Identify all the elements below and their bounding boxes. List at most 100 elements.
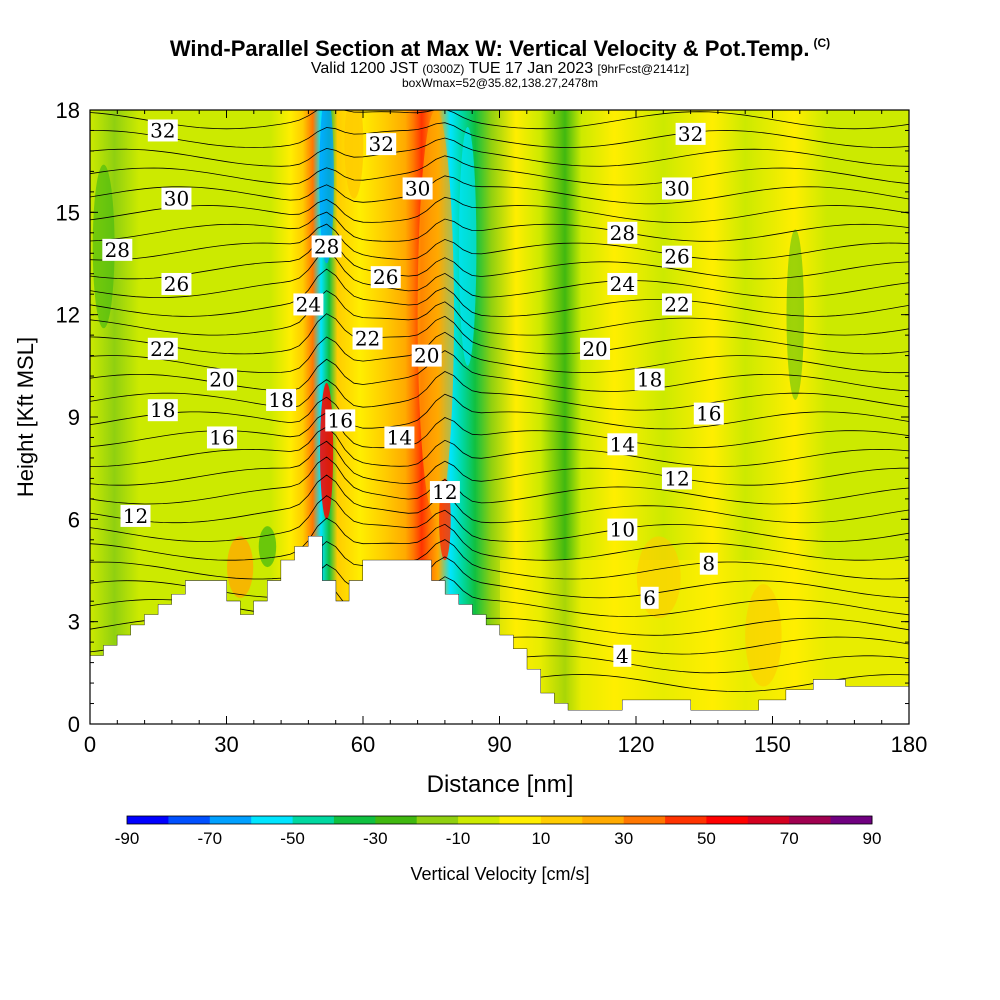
colorbar-swatch bbox=[499, 816, 542, 824]
theta-label-bg bbox=[206, 426, 237, 449]
velocity-patch bbox=[319, 110, 334, 264]
theta-label-text: 14 bbox=[610, 432, 635, 456]
theta-label-bg bbox=[640, 586, 659, 609]
theta-contour bbox=[90, 440, 909, 486]
theta-label: 30 bbox=[661, 176, 692, 200]
theta-label-text: 22 bbox=[150, 337, 175, 361]
theta-label-bg bbox=[370, 266, 401, 289]
colorbar-swatch bbox=[251, 816, 294, 824]
theta-contour bbox=[90, 290, 909, 336]
theta-label: 8 bbox=[699, 552, 718, 576]
theta-label-bg bbox=[661, 245, 692, 268]
theta-label-bg bbox=[311, 235, 342, 258]
theta-label: 28 bbox=[102, 238, 133, 262]
theta-label-bg bbox=[607, 433, 638, 456]
velocity-patch bbox=[344, 110, 364, 199]
theta-label: 18 bbox=[266, 388, 297, 412]
theta-label-text: 18 bbox=[637, 367, 662, 391]
colorbar-tick-label: 30 bbox=[614, 829, 633, 848]
copyright-mark: (C) bbox=[813, 36, 831, 50]
theta-contour bbox=[90, 474, 909, 524]
theta-label-text: 18 bbox=[268, 388, 293, 412]
colorbar-swatch bbox=[127, 816, 169, 824]
colorbar-tick-label: -90 bbox=[115, 829, 140, 848]
theta-label-text: 28 bbox=[314, 234, 339, 258]
theta-label: 20 bbox=[411, 344, 442, 368]
colorbar-swatch bbox=[582, 816, 625, 824]
theta-contour bbox=[90, 313, 909, 355]
y-tick-label: 0 bbox=[68, 712, 80, 737]
theta-label: 12 bbox=[661, 466, 692, 490]
theta-label-text: 16 bbox=[328, 408, 353, 432]
theta-contour bbox=[90, 196, 909, 223]
theta-label-bg bbox=[147, 337, 178, 360]
theta-label-bg bbox=[147, 399, 178, 422]
theta-label-bg bbox=[161, 187, 192, 210]
theta-label: 26 bbox=[370, 265, 401, 289]
colorbar-swatch bbox=[665, 816, 707, 824]
theta-label-text: 6 bbox=[643, 586, 656, 610]
theta-label: 14 bbox=[607, 432, 638, 456]
x-tick-label: 120 bbox=[618, 732, 655, 757]
colorbar-swatch bbox=[747, 816, 790, 824]
theta-label-bg bbox=[147, 119, 178, 142]
theta-label-bg bbox=[607, 221, 638, 244]
theta-label-text: 26 bbox=[664, 245, 689, 269]
theta-label: 28 bbox=[607, 221, 638, 245]
theta-label-bg bbox=[206, 368, 237, 391]
theta-contour bbox=[90, 495, 909, 542]
theta-label-bg bbox=[607, 518, 638, 541]
colorbar-tick-label: 50 bbox=[697, 829, 716, 848]
x-axis-label: Distance [nm] bbox=[427, 771, 574, 798]
theta-label: 12 bbox=[429, 480, 460, 504]
colorbar-swatch bbox=[623, 816, 666, 824]
theta-label: 22 bbox=[661, 292, 692, 316]
chart-title-text: Wind-Parallel Section at Max W: Vertical… bbox=[169, 36, 810, 61]
terrain-mask bbox=[90, 536, 909, 724]
colorbar-swatch bbox=[333, 816, 376, 824]
theta-contour bbox=[90, 211, 909, 242]
x-tick-label: 60 bbox=[351, 732, 375, 757]
colorbar-swatch bbox=[168, 816, 211, 824]
theta-contour bbox=[90, 236, 909, 280]
theta-label: 12 bbox=[120, 504, 151, 528]
colorbar-tick-label: -50 bbox=[280, 829, 305, 848]
velocity-patch bbox=[745, 584, 782, 687]
colorbar-swatch bbox=[789, 816, 832, 824]
theta-label-bg bbox=[402, 177, 433, 200]
theta-label: 4 bbox=[613, 644, 632, 668]
theta-label-text: 30 bbox=[164, 187, 189, 211]
theta-contour bbox=[90, 122, 909, 148]
theta-label-bg bbox=[120, 504, 151, 527]
theta-label-text: 12 bbox=[664, 466, 689, 490]
colorbar-tick-label: -30 bbox=[363, 829, 388, 848]
theta-label-text: 32 bbox=[368, 132, 393, 156]
theta-label-bg bbox=[661, 293, 692, 316]
theta-label-bg bbox=[266, 388, 297, 411]
box-info-line: boxWmax=52@35.82,138.27,2478m bbox=[402, 76, 598, 90]
velocity-patch bbox=[258, 526, 277, 568]
y-tick-label: 3 bbox=[68, 610, 80, 635]
theta-contour bbox=[90, 517, 909, 561]
theta-contour bbox=[90, 137, 909, 167]
theta-contour bbox=[90, 456, 909, 505]
valid-prefix: Valid 1200 JST bbox=[310, 60, 418, 77]
theta-label: 16 bbox=[325, 408, 356, 432]
theta-label-bg bbox=[429, 481, 460, 504]
theta-label-bg bbox=[293, 293, 324, 316]
theta-label-text: 20 bbox=[209, 367, 234, 391]
theta-label-text: 18 bbox=[150, 398, 175, 422]
theta-contour bbox=[90, 155, 909, 186]
theta-contour bbox=[183, 110, 844, 111]
y-tick-label: 9 bbox=[68, 405, 80, 430]
theta-label-bg bbox=[607, 272, 638, 295]
theta-label-text: 12 bbox=[123, 504, 148, 528]
theta-label-bg bbox=[161, 272, 192, 295]
valid-date: TUE 17 Jan 2023 bbox=[468, 60, 594, 77]
theta-label: 32 bbox=[147, 118, 178, 142]
x-tick-label: 90 bbox=[487, 732, 511, 757]
theta-label-text: 4 bbox=[616, 644, 629, 668]
theta-label: 30 bbox=[402, 176, 433, 200]
forecast-info: [9hrFcst@2141z] bbox=[597, 62, 690, 76]
colorbar-swatch bbox=[209, 816, 252, 824]
